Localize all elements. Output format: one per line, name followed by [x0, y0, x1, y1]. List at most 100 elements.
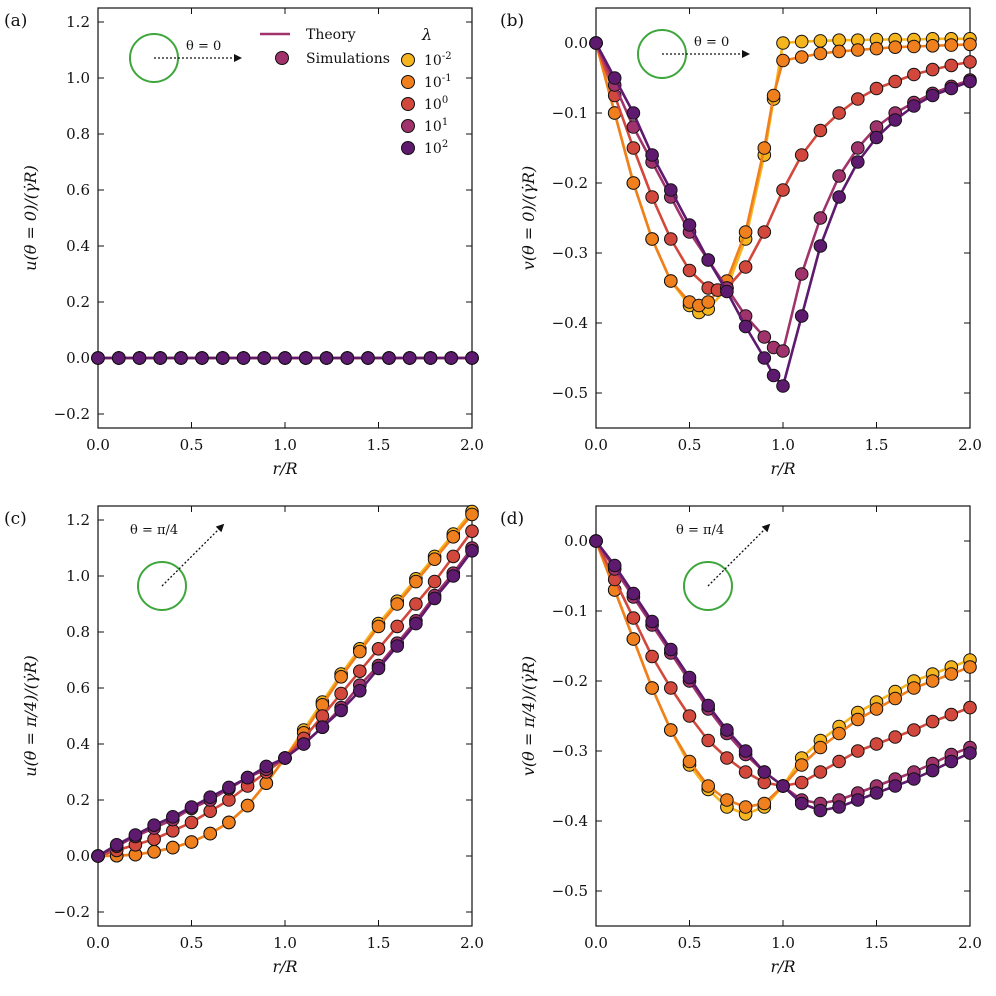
simulation-point	[340, 351, 355, 365]
legend-simulations-marker	[275, 51, 289, 65]
x-axis-label: r/R	[770, 957, 795, 976]
y-tick-label: 0.0	[66, 349, 90, 367]
panel-b: (b) 0.0 0.5 1.0 1.5 2.0−0.5−0.4−0.3−0.2−0.10…	[500, 7, 982, 478]
series-10^1	[91, 541, 479, 863]
simulation-point	[626, 141, 641, 155]
plot-area-b: 0.0 0.5 1.0 1.5 2.0 −0.5 −0.4 −0.3 −0.2 −0.1 0.0 r/…	[519, 7, 982, 478]
simulation-point	[701, 253, 716, 267]
simulation-point	[757, 225, 772, 239]
simulation-point	[813, 34, 828, 48]
simulation-point	[832, 800, 846, 814]
y-tick-label: −0.5	[552, 882, 588, 900]
simulation-point	[240, 798, 255, 813]
simulation-point	[944, 81, 959, 96]
particle-circle	[137, 561, 187, 611]
simulation-point	[888, 40, 903, 55]
simulation-point	[315, 720, 330, 735]
simulation-point	[794, 148, 809, 162]
y-tick-label: 0.0	[564, 34, 588, 52]
simulation-point	[794, 34, 809, 49]
y-tick-label: −0.5	[552, 384, 588, 402]
x-tick-label: 1.0	[771, 436, 795, 454]
simulation-point	[664, 183, 678, 197]
y-tick-label: −0.3	[552, 742, 588, 760]
particle-circle	[683, 561, 733, 611]
y-tick-label: 0.4	[66, 237, 90, 255]
x-tick-label: 0.0	[86, 436, 110, 454]
simulation-point	[299, 351, 313, 365]
simulation-point	[869, 702, 884, 716]
theory-line	[594, 42, 971, 307]
simulation-point	[427, 574, 442, 589]
x-tick-label: 2.0	[958, 934, 982, 952]
plot-area-c: 0.0 0.5 1.0 1.5 2.0 −0.2 0.0 0.2 0.4 0.6 0.8 1.0 1.2…	[21, 504, 484, 976]
x-tick-label: 1.5	[865, 436, 889, 454]
y-tick-label: −0.2	[552, 174, 588, 192]
x-tick-label: 1.0	[771, 934, 795, 952]
y-axis-label: v(θ = 0)/(γ̇R)	[519, 166, 538, 270]
simulation-point	[382, 351, 396, 365]
simulation-point	[907, 67, 921, 82]
simulation-point	[925, 39, 940, 53]
series-10^0	[589, 534, 977, 793]
simulation-point	[222, 815, 236, 830]
simulation-point	[664, 232, 678, 246]
legend-lambda-marker	[401, 97, 415, 111]
simulation-point	[446, 569, 461, 583]
simulation-point	[944, 58, 959, 73]
y-axis-label: v(θ = π/4)/(γ̇R)	[519, 656, 538, 776]
simulation-point	[184, 815, 199, 830]
legend-lambda-label: 10-1	[424, 73, 452, 91]
simulation-point	[128, 828, 143, 842]
legend-theory-label: Theory	[306, 27, 356, 43]
simulation-point	[371, 619, 386, 634]
plot-area-d: 0.0 0.5 1.0 1.5 2.0 −0.5 −0.4 −0.3 −0.2 −0.1 0.0 r/…	[519, 505, 982, 976]
simulation-point	[869, 81, 884, 96]
x-tick-label: 0.5	[678, 436, 702, 454]
simulation-point	[334, 686, 348, 701]
legend-lambda-label: 10-2	[424, 51, 452, 69]
arrow-head	[215, 523, 225, 533]
simulation-point	[589, 534, 603, 548]
simulation-point	[757, 330, 772, 344]
simulation-point	[296, 737, 311, 751]
x-tick-label: 0.0	[584, 934, 608, 952]
simulation-point	[109, 838, 124, 852]
simulation-point	[738, 765, 753, 779]
simulation-point	[776, 344, 790, 358]
simulation-point	[645, 614, 659, 629]
simulation-point	[776, 53, 790, 68]
simulation-point	[738, 260, 753, 274]
simulation-point	[240, 770, 255, 785]
simulation-point	[174, 351, 188, 365]
y-tick-label: −0.4	[552, 314, 588, 332]
simulation-point	[776, 183, 790, 197]
simulation-point	[390, 639, 405, 653]
simulation-point	[278, 751, 292, 765]
simulation-point	[390, 597, 405, 611]
y-tick-label: −0.1	[552, 602, 588, 620]
simulation-point	[851, 92, 865, 106]
inset-geometry: θ = π/4	[676, 523, 771, 611]
y-tick-label: −0.2	[54, 405, 90, 423]
y-tick-label: 1.2	[66, 511, 90, 529]
y-tick-label: 1.2	[66, 13, 90, 31]
theory-line	[594, 540, 971, 805]
simulation-point	[664, 642, 678, 657]
simulation-point	[626, 632, 641, 646]
y-tick-label: 0.6	[66, 679, 90, 697]
simulation-point	[925, 88, 940, 103]
simulation-point	[409, 616, 423, 631]
y-tick-label: −0.2	[54, 903, 90, 921]
simulation-point	[720, 751, 734, 765]
simulation-point	[444, 351, 459, 365]
simulation-point	[832, 754, 846, 769]
simulation-point	[701, 779, 716, 793]
x-tick-label: 1.5	[865, 934, 889, 952]
simulation-point	[925, 763, 940, 778]
simulation-point	[353, 664, 367, 679]
arrow-head	[234, 54, 242, 62]
x-axis-label: r/R	[272, 957, 297, 976]
y-tick-label: 0.0	[564, 532, 588, 550]
legend-lambda-marker	[401, 75, 415, 89]
